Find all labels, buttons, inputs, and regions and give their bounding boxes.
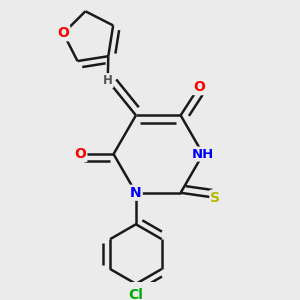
- Text: N: N: [130, 186, 142, 200]
- Text: Cl: Cl: [128, 289, 143, 300]
- Text: O: O: [193, 80, 205, 94]
- Text: O: O: [57, 26, 69, 40]
- Text: H: H: [103, 74, 113, 87]
- Text: S: S: [210, 191, 220, 205]
- Text: NH: NH: [192, 148, 214, 160]
- Text: O: O: [74, 147, 86, 161]
